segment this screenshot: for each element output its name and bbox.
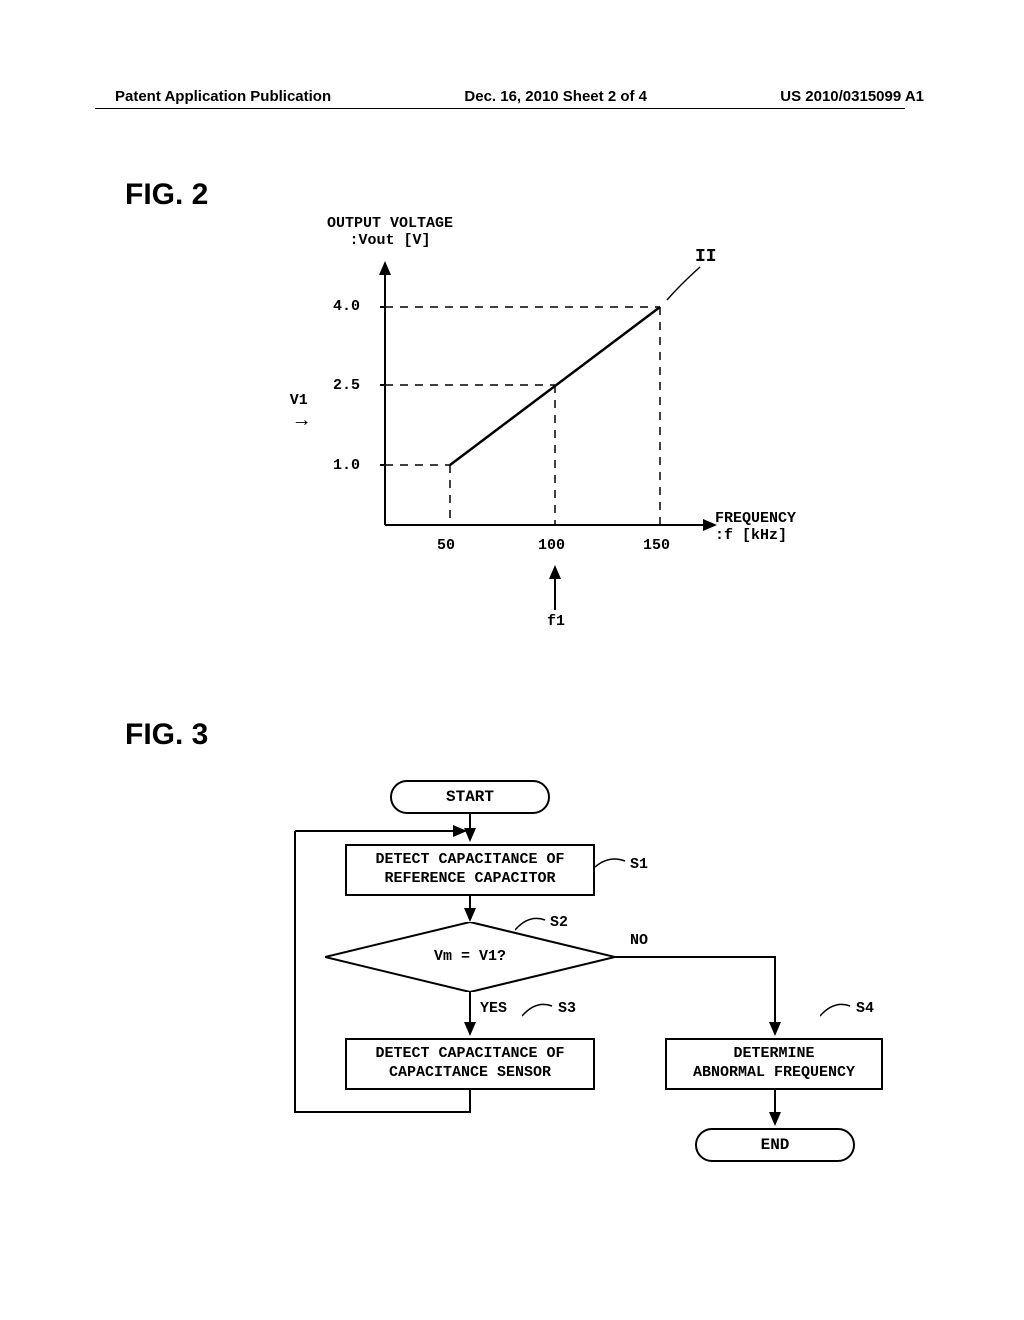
x-tick-2: 100 xyxy=(538,537,565,554)
y-tick-3: 4.0 xyxy=(333,298,360,315)
figure-3-label: FIG. 3 xyxy=(125,718,208,752)
arrow-s4-end xyxy=(760,1090,790,1130)
flowchart-end: END xyxy=(695,1128,855,1162)
curve-label-ii: II xyxy=(695,247,717,267)
figure-2-label: FIG. 2 xyxy=(125,178,208,212)
f1-marker-label: f1 xyxy=(547,613,565,630)
flowchart-start: START xyxy=(390,780,550,814)
y-tick-2: 2.5 xyxy=(333,377,360,394)
header-right: US 2010/0315099 A1 xyxy=(780,88,924,105)
figure-3-flowchart: START DETECT CAPACITANCE OF REFERENCE CA… xyxy=(200,780,920,1250)
header-center: Dec. 16, 2010 Sheet 2 of 4 xyxy=(464,88,647,105)
header-rule xyxy=(95,108,905,109)
chart-svg xyxy=(205,215,845,655)
y-tick-1: 1.0 xyxy=(333,457,360,474)
flowchart-s4: DETERMINE ABNORMAL FREQUENCY xyxy=(665,1038,883,1090)
decision-no-label: NO xyxy=(630,932,648,949)
figure-2-chart: OUTPUT VOLTAGE :Vout [V] FREQUENCY :f [k… xyxy=(205,215,845,655)
arrow-s2-s4 xyxy=(615,950,815,1042)
page-header: Patent Application Publication Dec. 16, … xyxy=(0,88,1024,105)
s1-ref-label: S1 xyxy=(630,856,648,873)
s3-ref-label: S3 xyxy=(558,1000,576,1017)
s2-ref-label: S2 xyxy=(550,914,568,931)
s4-ref-label: S4 xyxy=(856,1000,874,1017)
x-tick-1: 50 xyxy=(437,537,455,554)
header-left: Patent Application Publication xyxy=(115,88,331,105)
x-tick-3: 150 xyxy=(643,537,670,554)
arrow-s3-loop xyxy=(285,830,485,1130)
